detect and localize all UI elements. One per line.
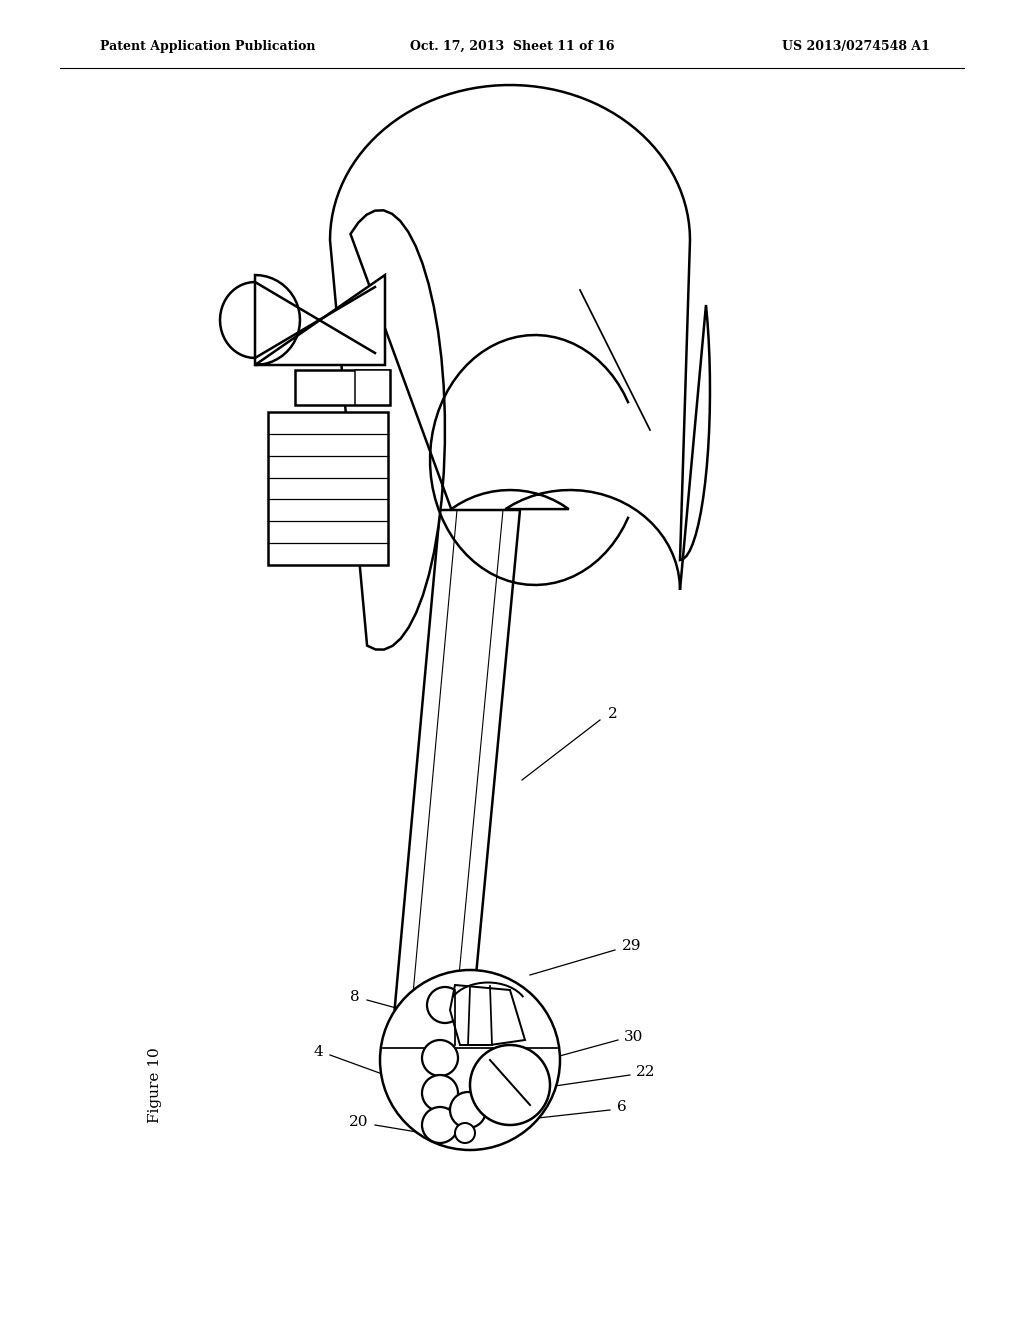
Polygon shape: [330, 84, 710, 649]
Text: Figure 10: Figure 10: [148, 1047, 162, 1123]
Text: 8: 8: [350, 990, 360, 1005]
Text: Oct. 17, 2013  Sheet 11 of 16: Oct. 17, 2013 Sheet 11 of 16: [410, 40, 614, 53]
Text: 29: 29: [622, 939, 641, 953]
Polygon shape: [255, 275, 385, 366]
Polygon shape: [450, 985, 525, 1045]
Text: 20: 20: [348, 1115, 368, 1129]
Text: Patent Application Publication: Patent Application Publication: [100, 40, 315, 53]
Circle shape: [427, 987, 463, 1023]
Circle shape: [450, 1092, 486, 1129]
Text: 6: 6: [617, 1100, 627, 1114]
Circle shape: [422, 1040, 458, 1076]
Polygon shape: [390, 510, 520, 1060]
Polygon shape: [295, 370, 390, 405]
Text: 30: 30: [624, 1030, 643, 1044]
Circle shape: [422, 1074, 458, 1111]
Circle shape: [422, 1107, 458, 1143]
Text: 22: 22: [636, 1065, 655, 1078]
Circle shape: [470, 1045, 550, 1125]
Text: 2: 2: [608, 708, 617, 721]
Polygon shape: [268, 412, 388, 565]
Circle shape: [380, 970, 560, 1150]
Text: US 2013/0274548 A1: US 2013/0274548 A1: [782, 40, 930, 53]
Circle shape: [455, 1123, 475, 1143]
Polygon shape: [355, 370, 390, 405]
Text: 4: 4: [313, 1045, 323, 1059]
